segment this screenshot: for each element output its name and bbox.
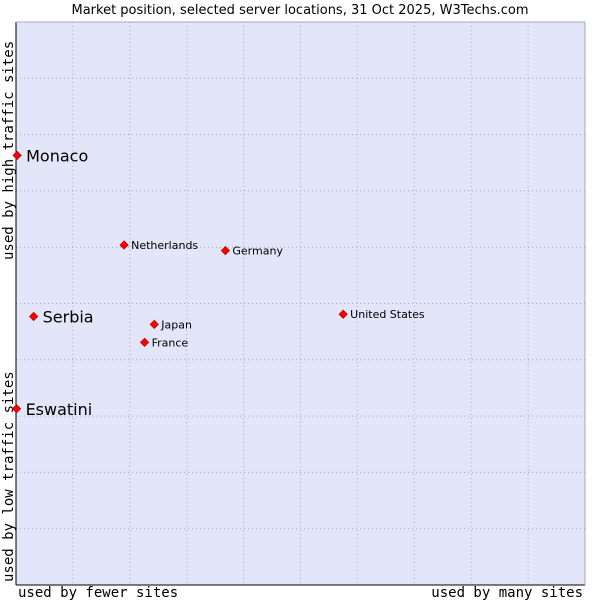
- x-axis-label-right: used by many sites: [431, 585, 583, 600]
- point-label-united-states: United States: [350, 308, 425, 321]
- chart-title: Market position, selected server locatio…: [71, 3, 528, 18]
- point-marker-monaco: [12, 150, 22, 161]
- point-label-eswatini: Eswatini: [26, 400, 93, 419]
- point-serbia: Serbia: [29, 307, 94, 326]
- y-axis-label-top: used by high traffic sites: [1, 41, 17, 260]
- point-united-states: United States: [338, 308, 425, 321]
- point-label-netherlands: Netherlands: [131, 239, 198, 252]
- point-label-japan: Japan: [160, 318, 192, 331]
- x-axis-label-left: used by fewer sites: [18, 585, 178, 600]
- point-marker-germany: [220, 245, 231, 256]
- data-points: Monaco Serbia Eswatini Netherlands Germany Un…: [11, 146, 425, 419]
- point-marker-france: [139, 337, 150, 347]
- point-monaco: Monaco: [12, 146, 88, 165]
- grid-lines: [16, 22, 585, 585]
- point-marker-united-states: [338, 309, 348, 319]
- point-germany: Germany: [220, 245, 283, 258]
- point-marker-netherlands: [119, 240, 129, 250]
- point-eswatini: Eswatini: [11, 400, 93, 419]
- y-axis-label-bottom: used by low traffic sites: [1, 371, 17, 582]
- point-marker-eswatini: [11, 404, 22, 414]
- point-marker-japan: [149, 319, 159, 329]
- point-france: France: [139, 336, 189, 349]
- point-label-serbia: Serbia: [43, 307, 94, 326]
- point-marker-serbia: [29, 311, 39, 322]
- point-netherlands: Netherlands: [119, 239, 198, 252]
- point-label-france: France: [152, 336, 189, 349]
- point-japan: Japan: [149, 318, 192, 331]
- point-label-monaco: Monaco: [26, 146, 88, 165]
- point-label-germany: Germany: [232, 245, 283, 258]
